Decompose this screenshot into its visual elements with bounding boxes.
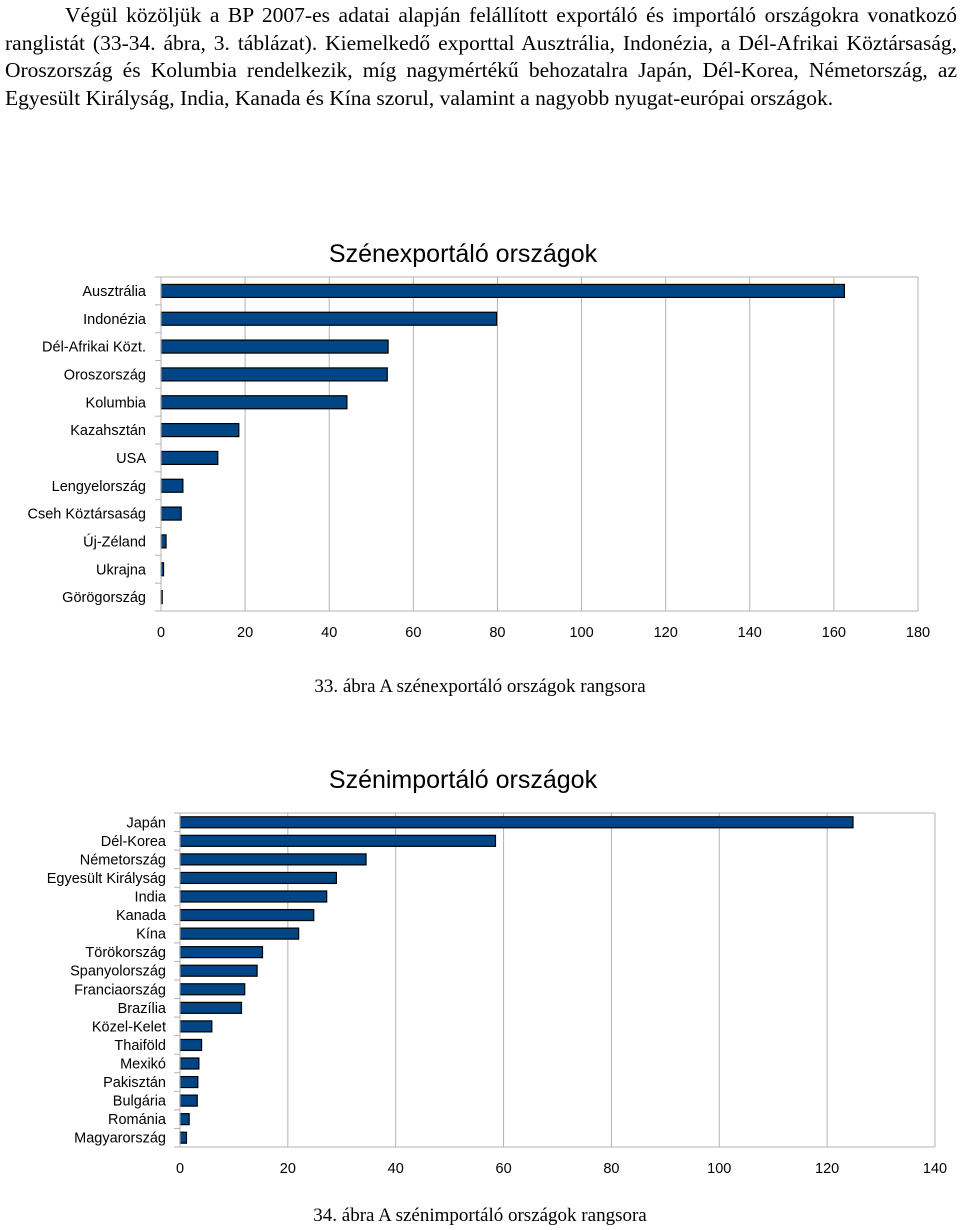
x-tick-label: 120 [815,1161,839,1177]
x-tick-label: 60 [405,625,421,641]
x-tick-label: 20 [237,625,253,641]
bar [160,311,498,326]
bar [179,946,264,959]
x-tick-label: 40 [388,1161,404,1177]
category-label: Mexikó [120,1057,166,1073]
x-tick-label: 100 [569,625,593,641]
category-label: Lengyelország [52,479,146,495]
x-tick-label: 140 [738,625,762,641]
category-label: Magyarország [74,1131,166,1147]
x-tick-label: 180 [906,625,930,641]
category-label: Indonézia [83,312,147,328]
category-label: Pakisztán [103,1075,166,1091]
export-chart-caption: 33. ábra A szénexportáló országok rangso… [314,676,646,697]
category-label: Cseh Köztársaság [28,507,146,523]
bar [179,853,367,866]
bar [179,871,337,885]
category-label: Franciaország [74,982,166,998]
category-label: Kanada [116,908,167,924]
x-tick-label: 140 [923,1161,947,1177]
category-label: Bulgária [113,1094,167,1110]
category-label: Németország [80,852,166,868]
category-label: Brazília [118,1001,167,1017]
category-label: Románia [108,1112,167,1128]
x-tick-label: 0 [176,1161,184,1177]
bar [160,422,240,438]
bar [160,534,167,549]
bar [179,964,258,977]
bar [160,506,182,521]
bar [179,816,854,829]
bar [160,450,219,466]
category-label: Görögország [62,590,146,606]
bar [179,1057,200,1070]
bar [160,283,846,299]
bar [179,1075,199,1089]
category-label: Kína [136,927,167,943]
x-tick-label: 80 [603,1161,619,1177]
category-label: Ausztrália [82,284,147,300]
chart-title: Szénimportáló országok [329,766,598,794]
body-paragraph: Végül közöljük a BP 2007-es adatai alapj… [5,3,957,110]
category-label: India [135,890,167,906]
category-label: Egyesült Királyság [47,871,166,887]
x-tick-label: 40 [321,625,337,641]
bar [179,1113,190,1126]
export-chart-svg: Szénexportáló országok 0 20 40 60 80 100 120 140… [28,240,931,641]
bar [179,927,300,940]
category-label: Kolumbia [86,395,147,411]
bar [179,890,328,903]
category-label: Thaiföld [114,1038,166,1054]
category-label: Japán [126,815,166,831]
category-label: Dél-Korea [101,834,167,850]
category-label: Dél-Afrikai Közt. [42,340,146,356]
x-tick-label: 0 [157,625,165,641]
x-tick-label: 120 [654,625,678,641]
bar [179,834,497,847]
category-label: USA [116,451,146,467]
x-tick-label: 160 [822,625,846,641]
category-label: Törökország [85,945,166,961]
category-label: Ukrajna [96,562,147,578]
x-tick-label: 60 [496,1161,512,1177]
category-label: Oroszország [64,367,146,383]
category-label: Közel-Kelet [92,1019,166,1035]
bar [160,339,389,354]
chart-title: Szénexportáló országok [329,240,598,268]
x-tick-label: 100 [707,1161,731,1177]
category-label: Új-Zéland [83,533,146,550]
bar [179,908,315,922]
import-chart-svg: Szénimportáló országok 0 20 40 60 80 100 120 140… [47,766,947,1177]
bar [179,983,246,996]
x-tick-label: 80 [489,625,505,641]
bar [160,395,348,410]
x-tick-label: 20 [280,1161,296,1177]
bar [179,1020,213,1033]
bar [160,478,184,493]
import-chart-caption: 34. ábra A szénimportáló országok rangso… [313,1205,647,1226]
bar [179,1001,243,1014]
bar [179,1131,188,1144]
bar [179,1094,198,1107]
bar [160,367,388,382]
import-chart: Szénimportáló országok 0 20 40 60 80 100 120 140… [0,760,960,1190]
bar [179,1038,203,1052]
category-label: Spanyolország [70,964,166,980]
category-label: Kazahsztán [70,423,146,439]
export-chart: Szénexportáló országok 0 20 40 60 80 100 120 140… [0,235,960,655]
